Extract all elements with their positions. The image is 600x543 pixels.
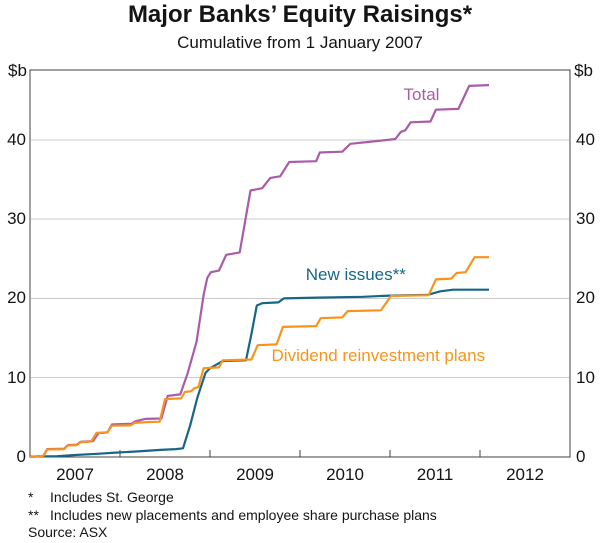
series-label-total: Total	[403, 85, 440, 105]
footnote-1-marker: *	[28, 489, 34, 505]
footnote-1-text: Includes St. George	[50, 489, 174, 505]
x-tick-label: 2008	[146, 465, 184, 484]
x-tick-label: 2012	[506, 465, 544, 484]
y-axis-left-labels: 0 10 20 30 40	[0, 0, 26, 543]
y-tick-label: 30	[7, 209, 26, 229]
y-tick-label: 30	[576, 209, 595, 229]
chart-subtitle: Cumulative from 1 January 2007	[177, 33, 423, 52]
footnote-1: * Includes St. George	[28, 489, 588, 507]
footnote-2-marker: **	[28, 506, 39, 523]
x-tick-label: 2010	[326, 465, 364, 484]
y-tick-label: 40	[7, 129, 26, 149]
y-tick-label: 10	[7, 367, 26, 387]
y-tick-label: 10	[576, 367, 595, 387]
x-tick-label: 2007	[56, 465, 94, 484]
footnote-2: ** Includes new placements and employee s…	[28, 507, 588, 525]
footnotes: * Includes St. George ** Includes new plac…	[28, 489, 588, 542]
series-label-new-issues: New issues**	[305, 265, 406, 285]
y-tick-label: 0	[16, 447, 26, 466]
footnote-2-text: Includes new placements and employee sha…	[50, 506, 437, 523]
x-tick-label: 2011	[416, 465, 454, 484]
source-line: Source: ASX	[28, 524, 108, 540]
y-tick-label: 20	[576, 288, 595, 308]
y-tick-label: 40	[576, 129, 595, 149]
chart-title: Major Banks’ Equity Raisings*	[127, 1, 473, 28]
y-axis-unit-right: $b	[574, 61, 593, 80]
y-axis-right-labels: 0 10 20 30 40	[576, 0, 600, 543]
y-tick-label: 20	[7, 288, 26, 308]
y-tick-label: 0	[576, 447, 586, 466]
y-axis-unit-left: $b	[8, 61, 27, 80]
x-tick-label: 2009	[236, 465, 274, 484]
series-label-dividend-reinvestment-plans: Dividend reinvestment plans	[271, 346, 486, 366]
